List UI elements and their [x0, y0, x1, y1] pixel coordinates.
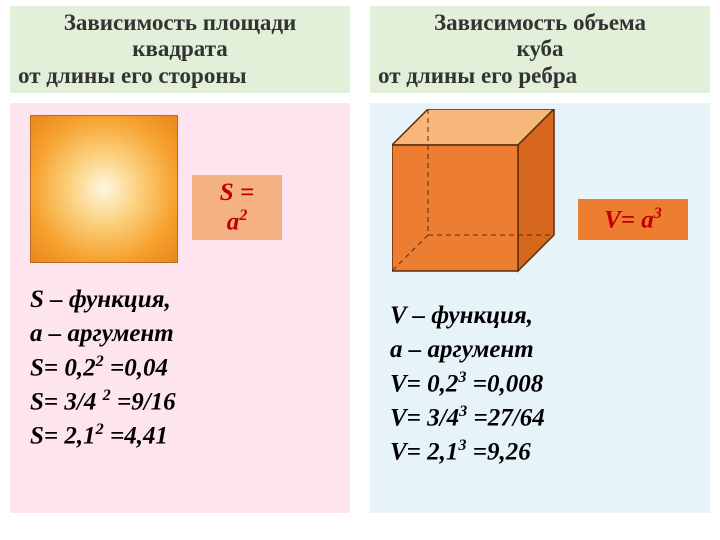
left-column: Зависимость площади квадрата от длины ег…	[0, 0, 360, 540]
right-title-line3: от длины его ребра	[378, 63, 702, 89]
right-column: Зависимость объема куба от длины его реб…	[360, 0, 720, 540]
left-description: S – функция, а – аргумент S= 0,22 =0,04 …	[30, 283, 176, 453]
formula-square-exp: 2	[239, 206, 247, 224]
right-line2: а – аргумент	[390, 333, 545, 367]
left-line3: S= 0,22 =0,04	[30, 351, 176, 385]
right-line1: V – функция,	[390, 299, 545, 333]
formula-cube-exp: 3	[654, 204, 662, 222]
square-shape	[30, 115, 178, 263]
formula-square-pre: S =	[220, 179, 254, 206]
formula-square: S = a2	[192, 175, 282, 239]
right-line5: V= 2,13 =9,26	[390, 435, 545, 469]
left-line2: а – аргумент	[30, 317, 176, 351]
left-title-line3: от длины его стороны	[18, 63, 342, 89]
left-title-line1: Зависимость площади	[18, 10, 342, 36]
right-line4: V= 3/43 =27/64	[390, 401, 545, 435]
formula-cube-pre: V= a	[604, 207, 654, 234]
left-panel: S = a2 S – функция, а – аргумент S= 0,22…	[10, 103, 350, 513]
left-title: Зависимость площади квадрата от длины ег…	[10, 6, 350, 93]
right-line3: V= 0,23 =0,008	[390, 367, 545, 401]
formula-square-base: a	[227, 208, 240, 235]
left-title-line2: квадрата	[18, 36, 342, 62]
formula-cube: V= a3	[578, 199, 688, 240]
right-description: V – функция, а – аргумент V= 0,23 =0,008…	[390, 299, 545, 469]
right-title-line2: куба	[378, 36, 702, 62]
cube-shape	[392, 109, 562, 279]
right-title-line1: Зависимость объема	[378, 10, 702, 36]
right-title: Зависимость объема куба от длины его реб…	[370, 6, 710, 93]
right-panel: V= a3 V – функция, а – аргумент V= 0,23 …	[370, 103, 710, 513]
left-line5: S= 2,12 =4,41	[30, 419, 176, 453]
left-line1: S – функция,	[30, 283, 176, 317]
left-line4: S= 3/4 2 =9/16	[30, 385, 176, 419]
